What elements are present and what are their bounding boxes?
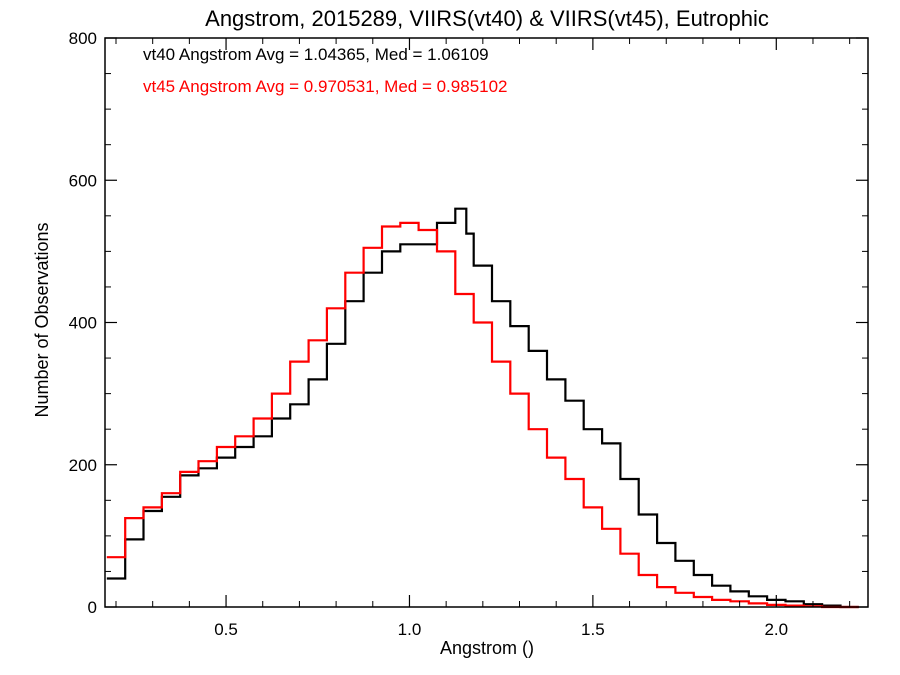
- series-line-0: [106, 207, 859, 609]
- histogram-bin: [272, 394, 290, 607]
- histogram-bin: [675, 561, 693, 607]
- histogram-bin: [162, 497, 180, 607]
- annotation-vt45: vt45 Angstrom Avg = 0.970531, Med = 0.98…: [143, 77, 508, 96]
- y-tick-label: 0: [88, 598, 97, 617]
- histogram-bin: [547, 379, 565, 607]
- histogram-bin: [529, 429, 547, 607]
- histogram-bin: [254, 436, 272, 607]
- histogram-bin: [437, 251, 455, 607]
- chart-title: Angstrom, 2015289, VIIRS(vt40) & VIIRS(v…: [205, 6, 769, 31]
- histogram-bin: [639, 575, 657, 607]
- histogram-bin: [144, 511, 162, 607]
- histogram-bin: [400, 244, 418, 607]
- histogram-bin: [400, 223, 418, 607]
- y-axis-label: Number of Observations: [32, 222, 52, 417]
- y-tick-label: 800: [69, 29, 97, 48]
- histogram-bin: [327, 308, 345, 607]
- x-tick-label: 1.0: [398, 620, 422, 639]
- histogram-bin: [345, 301, 363, 607]
- histogram-bin: [419, 244, 437, 607]
- histogram-bin: [492, 301, 510, 607]
- histogram-bin: [620, 554, 638, 607]
- histogram-bin: [217, 447, 235, 607]
- histogram-bin: [657, 543, 675, 607]
- histogram-bin: [162, 493, 180, 607]
- histogram-bin: [675, 593, 693, 607]
- histogram-bin: [712, 586, 730, 607]
- histogram-bin: [144, 507, 162, 607]
- histogram-bin: [510, 326, 528, 607]
- series-line-1: [106, 221, 859, 609]
- histogram-bin: [565, 479, 583, 607]
- histogram-bin: [437, 223, 455, 607]
- histogram-bin: [529, 351, 547, 607]
- histogram-bin: [217, 458, 235, 607]
- histogram-bin: [382, 227, 400, 608]
- x-tick-label: 1.5: [581, 620, 605, 639]
- histogram-bin: [474, 323, 492, 608]
- histogram-bin: [565, 401, 583, 607]
- histogram-bin: [345, 273, 363, 607]
- histogram-bin: [309, 379, 327, 607]
- y-tick-label: 200: [69, 456, 97, 475]
- histogram-bin: [382, 251, 400, 607]
- histogram-bin: [620, 479, 638, 607]
- histogram-bin: [448, 209, 466, 607]
- y-tick-label: 600: [69, 171, 97, 190]
- histogram-bin: [364, 273, 382, 607]
- annotation-vt40: vt40 Angstrom Avg = 1.04365, Med = 1.061…: [143, 45, 489, 64]
- histogram-bin: [455, 234, 473, 607]
- histogram-bin: [602, 443, 620, 607]
- x-tick-label: 0.5: [214, 620, 238, 639]
- histogram-bin: [455, 294, 473, 607]
- histogram-bin: [235, 436, 253, 607]
- histogram-bin: [107, 557, 125, 607]
- histogram-bin: [749, 596, 767, 607]
- histogram-bin: [547, 458, 565, 607]
- histogram-bin: [125, 539, 143, 607]
- histogram-bin: [290, 404, 308, 607]
- histogram-bin: [584, 507, 602, 607]
- histogram-bin: [364, 248, 382, 607]
- histogram-bin: [290, 362, 308, 607]
- histogram-bin: [602, 529, 620, 607]
- histogram-bin: [492, 362, 510, 607]
- histogram-bin: [419, 230, 437, 607]
- y-tick-label: 400: [69, 314, 97, 333]
- histogram-bin: [639, 515, 657, 608]
- histogram-bin: [584, 429, 602, 607]
- histogram-bin: [272, 419, 290, 608]
- histogram-bin: [125, 518, 143, 607]
- x-axis-label: Angstrom (): [440, 638, 534, 658]
- series-layer: [106, 207, 859, 609]
- histogram-bin: [180, 472, 198, 607]
- histogram-bin: [474, 266, 492, 607]
- histogram-bin: [254, 419, 272, 608]
- histogram-bin: [199, 468, 217, 607]
- histogram-bin: [510, 394, 528, 607]
- histogram-bin: [199, 461, 217, 607]
- histogram-bin: [235, 447, 253, 607]
- x-tick-label: 2.0: [764, 620, 788, 639]
- histogram-bin: [327, 344, 345, 607]
- histogram-bin: [180, 475, 198, 607]
- axes: 0.5 1.0 1.5 2.0 0 200 400 600 800: [69, 29, 869, 639]
